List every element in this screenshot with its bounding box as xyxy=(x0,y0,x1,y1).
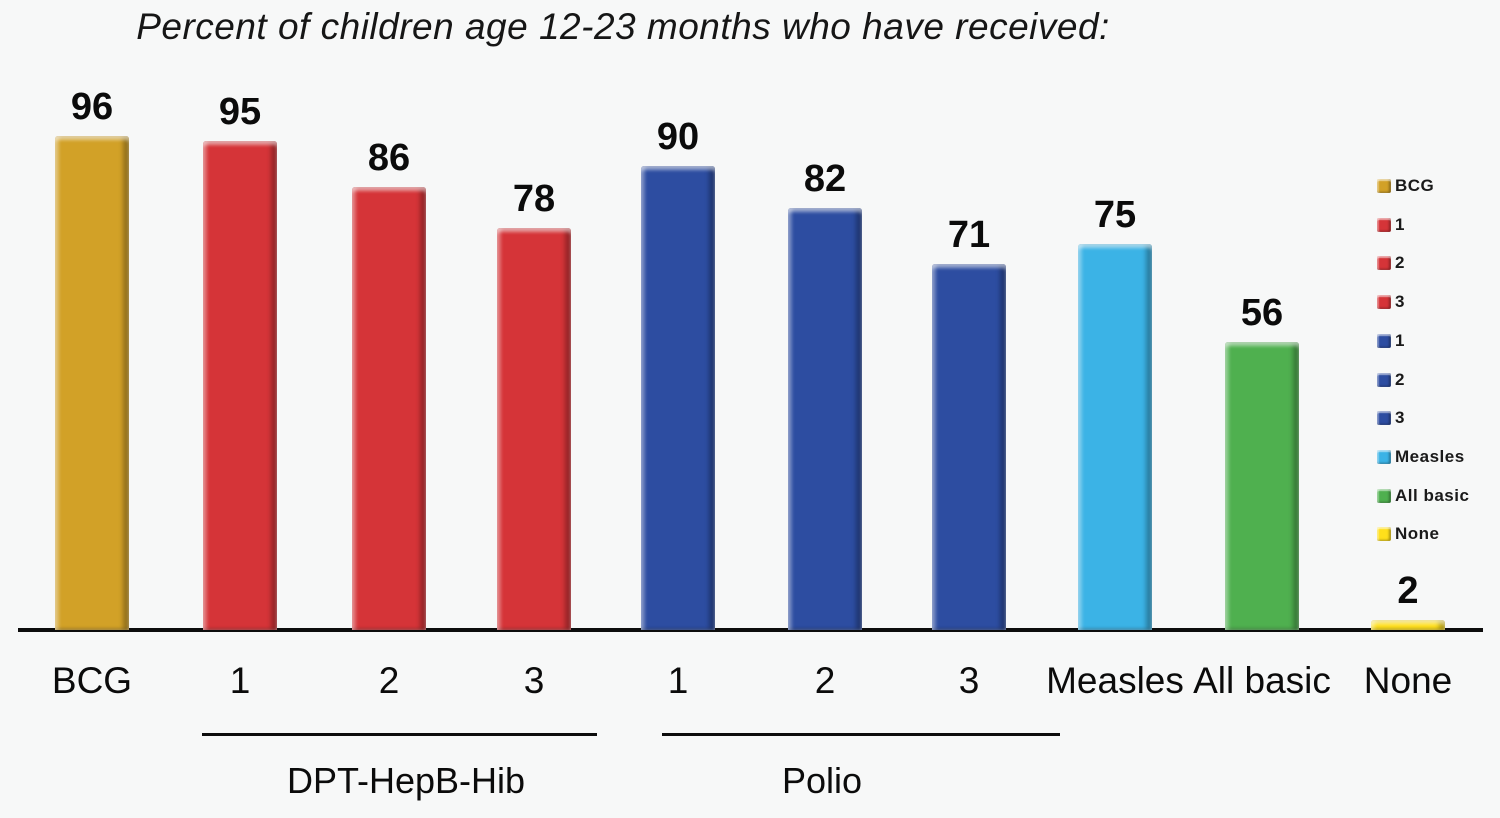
value-label-5-2: 82 xyxy=(803,158,847,200)
legend-label: 3 xyxy=(1395,408,1405,427)
bar-0-bcg xyxy=(55,136,129,630)
category-label-8-all-basic: All basic xyxy=(1193,660,1331,701)
bar-2-2 xyxy=(352,187,426,630)
category-label-2-2: 2 xyxy=(378,660,400,701)
value-label-3-3: 78 xyxy=(512,178,556,220)
category-label-6-3: 3 xyxy=(958,660,980,701)
bar-8-all-basic xyxy=(1225,342,1299,630)
legend-swatch-icon xyxy=(1377,450,1391,464)
bar-4-1 xyxy=(641,166,715,630)
legend-label: 2 xyxy=(1395,370,1405,389)
legend-swatch-icon xyxy=(1377,489,1391,503)
legend-item-2-2: 2 xyxy=(1377,253,1405,273)
legend-label: 3 xyxy=(1395,292,1405,311)
legend-swatch-icon xyxy=(1377,373,1391,387)
x-axis-line xyxy=(18,628,1483,632)
legend-item-6-3: 3 xyxy=(1377,408,1405,428)
bar-3-3 xyxy=(497,228,571,630)
bar-9-none xyxy=(1371,620,1445,630)
legend-label: 1 xyxy=(1395,331,1405,350)
bar-5-2 xyxy=(788,208,862,630)
value-label-2-2: 86 xyxy=(367,137,411,179)
legend-item-7-measles: Measles xyxy=(1377,447,1465,467)
category-label-7-measles: Measles xyxy=(1046,660,1184,701)
legend-swatch-icon xyxy=(1377,527,1391,541)
value-label-4-1: 90 xyxy=(656,116,700,158)
category-label-1-1: 1 xyxy=(229,660,251,701)
legend-label: 1 xyxy=(1395,215,1405,234)
group-label-dpt-hepb-hib: DPT-HepB-Hib xyxy=(286,760,526,801)
legend-swatch-icon xyxy=(1377,256,1391,270)
category-label-4-1: 1 xyxy=(667,660,689,701)
group-underline-polio xyxy=(662,733,1060,736)
value-label-7-measles: 75 xyxy=(1093,194,1137,236)
bar-7-measles xyxy=(1078,244,1152,630)
category-label-9-none: None xyxy=(1363,660,1453,701)
legend-label: All basic xyxy=(1395,486,1470,505)
legend-item-3-3: 3 xyxy=(1377,292,1405,312)
legend-label: None xyxy=(1395,524,1440,543)
bar-1-1 xyxy=(203,141,277,630)
category-label-3-3: 3 xyxy=(523,660,545,701)
group-underline-dpt-hepb-hib xyxy=(202,733,597,736)
legend-label: 2 xyxy=(1395,253,1405,272)
legend-swatch-icon xyxy=(1377,295,1391,309)
value-label-6-3: 71 xyxy=(947,214,991,256)
value-label-1-1: 95 xyxy=(218,91,262,133)
category-label-0-bcg: BCG xyxy=(51,660,133,701)
legend-item-4-1: 1 xyxy=(1377,331,1405,351)
legend-item-5-2: 2 xyxy=(1377,370,1405,390)
legend-item-9-none: None xyxy=(1377,524,1440,544)
legend-swatch-icon xyxy=(1377,218,1391,232)
legend-swatch-icon xyxy=(1377,334,1391,348)
chart-title: Percent of children age 12-23 months who… xyxy=(136,6,1110,47)
legend-item-8-all-basic: All basic xyxy=(1377,486,1469,506)
value-label-8-all-basic: 56 xyxy=(1240,292,1284,334)
bar-6-3 xyxy=(932,264,1006,630)
category-label-5-2: 2 xyxy=(814,660,836,701)
legend-swatch-icon xyxy=(1377,411,1391,425)
legend-label: BCG xyxy=(1395,176,1435,195)
value-label-9-none: 2 xyxy=(1397,570,1419,612)
value-label-0-bcg: 96 xyxy=(70,86,114,128)
legend-swatch-icon xyxy=(1377,179,1391,193)
legend-label: Measles xyxy=(1395,447,1465,466)
legend-item-1-1: 1 xyxy=(1377,215,1405,235)
group-label-polio: Polio xyxy=(781,760,863,801)
legend-item-0-bcg: BCG xyxy=(1377,176,1434,196)
